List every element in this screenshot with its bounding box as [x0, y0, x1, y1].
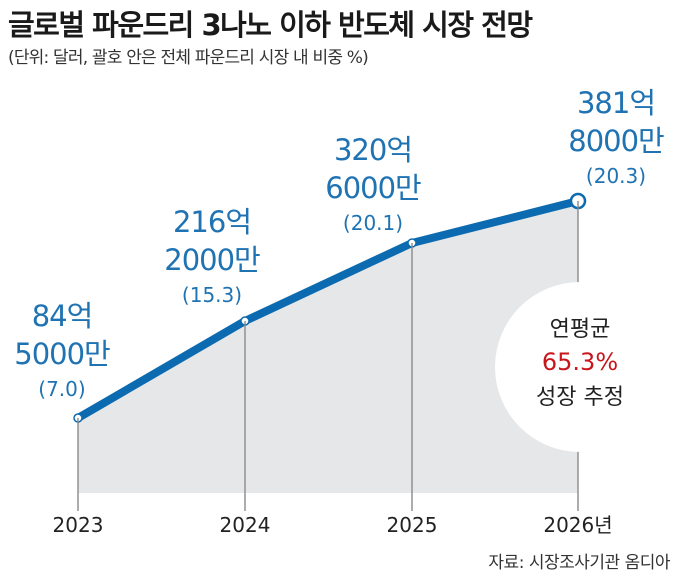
share-label: (20.1)	[343, 211, 403, 235]
callout-line3: 성장 추정	[536, 385, 624, 410]
growth-callout: 연평균 65.3% 성장 추정	[495, 282, 665, 452]
value-label: 6000만	[325, 171, 421, 205]
value-label: 216억	[173, 205, 251, 239]
chart-title: 글로벌 파운드리 3나노 이하 반도체 시장 전망	[8, 8, 533, 42]
data-labels: 84억 5000만 (7.0) 216억 2000만 (15.3) 320억 6000만 (20…	[14, 86, 665, 401]
value-label: 320억	[334, 133, 412, 167]
value-label: 381억	[577, 86, 655, 120]
x-tick-label: 2025	[387, 513, 438, 537]
x-tick-label: 2026년	[543, 513, 612, 537]
callout-line1: 연평균	[550, 317, 611, 342]
share-label: (7.0)	[38, 377, 85, 401]
area-layer	[78, 201, 578, 493]
line-layer	[73, 192, 587, 423]
x-tick-label: 2024	[220, 513, 271, 537]
value-label: 8000만	[568, 124, 664, 158]
value-label: 2000만	[164, 243, 260, 277]
share-label: (20.3)	[586, 164, 646, 188]
callout-circle	[495, 282, 665, 452]
value-label: 84억	[32, 299, 93, 333]
chart-subtitle: (단위: 달러, 괄호 안은 전체 파운드리 시장 내 비중 %)	[8, 48, 369, 68]
source-note: 자료: 시장조사기관 옴디아	[488, 553, 670, 573]
x-axis: 2023 2024 2025 2026년	[53, 201, 613, 537]
share-label: (15.3)	[182, 283, 242, 307]
x-tick-label: 2023	[53, 513, 104, 537]
value-label: 5000만	[14, 337, 110, 371]
callout-rate: 65.3%	[542, 348, 618, 376]
series-line	[74, 197, 582, 422]
series-area	[78, 201, 578, 493]
